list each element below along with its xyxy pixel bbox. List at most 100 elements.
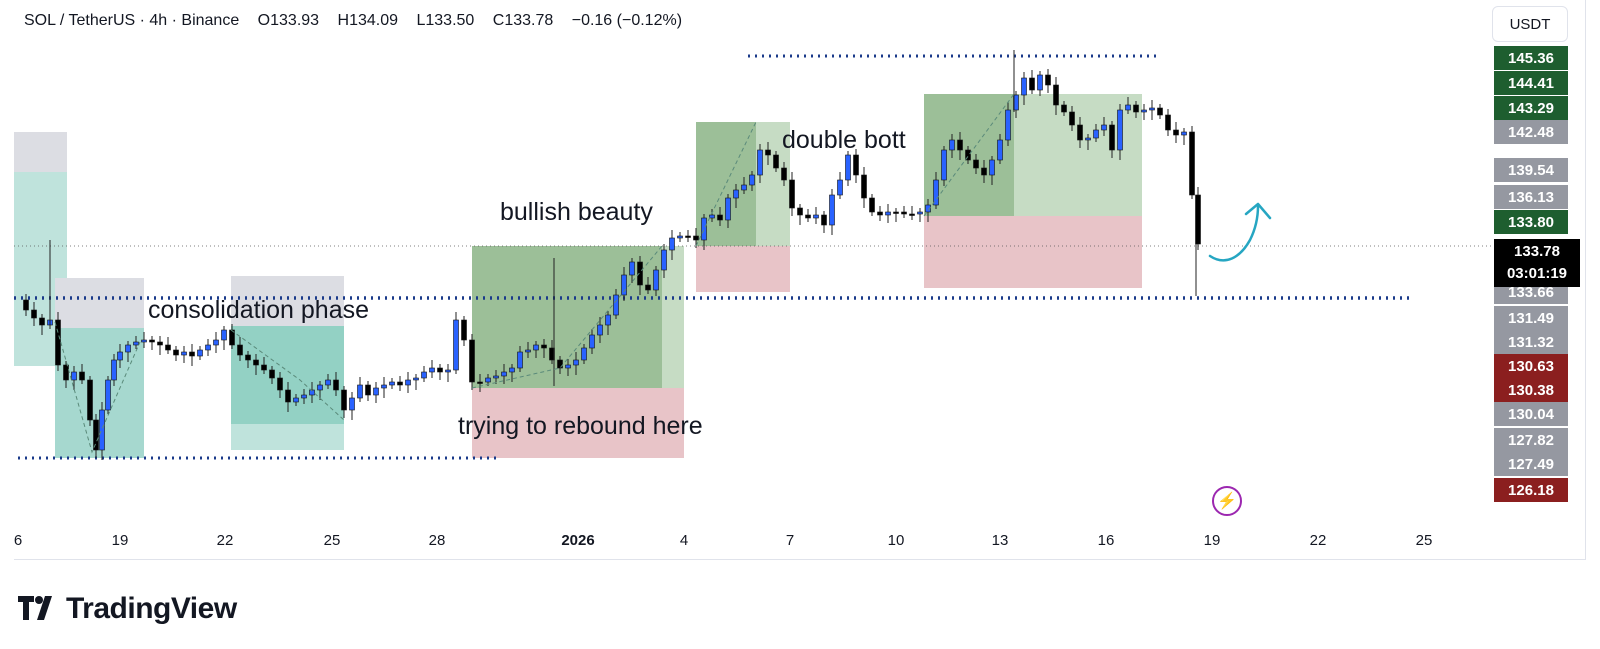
candle-body: [71, 371, 77, 381]
zone-box: [55, 278, 144, 328]
candle-body: [429, 367, 435, 373]
pattern-line: [471, 245, 663, 389]
candle-body: [517, 351, 523, 369]
last-price-label: 133.78 03:01:19: [1494, 239, 1580, 287]
candle-body: [213, 339, 219, 346]
candle-body: [149, 339, 155, 343]
candle-body: [829, 194, 835, 226]
candle-body: [317, 384, 323, 391]
zone-box: [924, 216, 1142, 288]
candle-body: [125, 344, 131, 353]
candle-body: [1165, 114, 1171, 131]
candle-body: [637, 261, 643, 286]
candle-body: [933, 179, 939, 206]
candle-body: [749, 174, 755, 186]
pattern-line: [923, 93, 1015, 217]
pattern-line: [695, 121, 757, 247]
candle-body: [845, 154, 851, 181]
candle-body: [221, 329, 227, 341]
candle-body: [1181, 131, 1187, 136]
candle-body: [397, 381, 403, 386]
price-chart[interactable]: [0, 0, 1600, 560]
candle-body: [469, 339, 475, 383]
candle-body: [869, 197, 875, 213]
ohlc-open: O133.93: [257, 12, 320, 29]
time-axis-label: 28: [428, 532, 446, 549]
candle-body: [1069, 111, 1075, 126]
candle-body: [105, 379, 111, 411]
candle-body: [349, 397, 355, 411]
annotation-consolidation[interactable]: consolidation phase: [148, 296, 369, 324]
price-axis-label: 130.04: [1494, 402, 1568, 426]
time-axis-label: 22: [216, 532, 234, 549]
price-axis-label: 136.13: [1494, 185, 1568, 209]
candle-body: [781, 167, 787, 181]
chart-area[interactable]: [14, 0, 1586, 560]
candle-body: [477, 381, 483, 384]
price-axis-label: 142.48: [1494, 120, 1568, 144]
candle-body: [293, 397, 299, 403]
candle-body: [245, 354, 251, 361]
candle-body: [565, 364, 571, 369]
zone-box: [1014, 94, 1142, 216]
candle-body: [773, 154, 779, 169]
candle-body: [901, 211, 907, 215]
candle-body: [661, 249, 667, 271]
price-axis-label: 126.18: [1494, 478, 1568, 502]
candle-body: [229, 329, 235, 346]
candle-body: [941, 149, 947, 181]
candle-body: [589, 334, 595, 349]
candle-body: [413, 377, 419, 381]
candle-body: [645, 284, 651, 291]
candle-body: [501, 371, 507, 377]
arrow-head-icon: [1244, 202, 1272, 220]
candle-body: [453, 319, 459, 371]
time-axis-label: 19: [1203, 532, 1221, 549]
tradingview-logo-text: TradingView: [66, 592, 237, 625]
candle-body: [277, 377, 283, 391]
candle-body: [55, 319, 61, 366]
candle-body: [1141, 109, 1147, 113]
zone-box: [14, 132, 67, 172]
candle-body: [557, 359, 563, 369]
annotation-double-bottom[interactable]: double bott: [782, 126, 906, 154]
time-axis-label: 6: [13, 532, 23, 549]
candle-body: [1077, 124, 1083, 141]
candle-body: [733, 189, 739, 199]
candle-body: [181, 351, 187, 356]
candle-body: [725, 197, 731, 221]
candle-body: [261, 364, 267, 371]
candle-body: [821, 214, 827, 226]
tradingview-logo[interactable]: TradingView: [18, 592, 237, 626]
candle-body: [485, 377, 491, 383]
pattern-line: [54, 321, 141, 454]
arrow-annotation: [1208, 204, 1260, 262]
candle-body: [813, 214, 819, 219]
ohlc-high: H134.09: [337, 12, 399, 29]
candle-body: [541, 344, 547, 349]
candle-body: [973, 159, 979, 169]
annotation-rebound[interactable]: trying to rebound here: [458, 412, 703, 440]
tradingview-logo-icon: [18, 596, 52, 620]
candle-body: [621, 274, 627, 296]
candle-body: [165, 344, 171, 351]
lightning-icon[interactable]: ⚡: [1212, 486, 1242, 516]
zone-box: [472, 388, 684, 458]
candle-body: [653, 269, 659, 291]
candle-body: [173, 349, 179, 356]
annotation-bullish[interactable]: bullish beauty: [500, 198, 653, 226]
candle-body: [925, 204, 931, 213]
candle-body: [909, 213, 915, 216]
candle-body: [197, 349, 203, 357]
candle-body: [1133, 104, 1139, 113]
zone-box: [662, 246, 684, 388]
time-axis-label: 16: [1097, 532, 1115, 549]
candle-body: [837, 179, 843, 196]
price-axis-label: 127.49: [1494, 452, 1568, 476]
currency-button[interactable]: USDT: [1492, 6, 1568, 42]
candle-body: [117, 351, 123, 361]
zone-box: [231, 424, 344, 450]
symbol-title[interactable]: SOL / TetherUS · 4h · Binance: [24, 12, 240, 29]
candle-body: [285, 389, 291, 403]
candle-body: [1189, 131, 1195, 196]
